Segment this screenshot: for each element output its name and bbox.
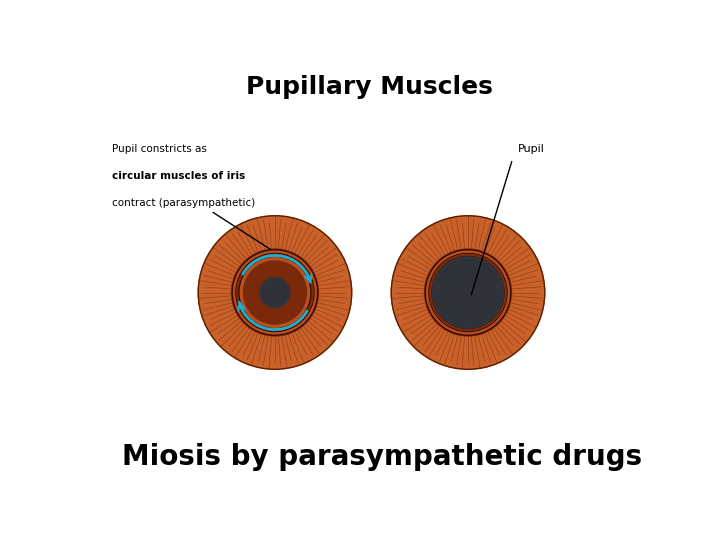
Circle shape [432, 257, 504, 328]
Circle shape [234, 251, 316, 334]
Text: Pupillary Muscles: Pupillary Muscles [246, 75, 492, 99]
Text: Miosis by parasympathetic drugs: Miosis by parasympathetic drugs [122, 443, 642, 471]
Circle shape [260, 278, 289, 307]
Text: Pupil constricts as: Pupil constricts as [112, 144, 207, 154]
Circle shape [198, 216, 351, 369]
Circle shape [391, 216, 545, 369]
Circle shape [432, 257, 504, 328]
Circle shape [430, 254, 506, 330]
Circle shape [232, 249, 318, 336]
Circle shape [260, 278, 289, 307]
Text: Pupil: Pupil [518, 144, 544, 154]
Circle shape [433, 258, 503, 327]
Circle shape [237, 254, 313, 330]
Text: contract (parasympathetic): contract (parasympathetic) [112, 198, 255, 208]
Circle shape [427, 251, 509, 334]
Circle shape [240, 258, 310, 327]
Circle shape [243, 261, 307, 324]
Text: circular muscles of iris: circular muscles of iris [112, 171, 245, 181]
Circle shape [425, 249, 511, 336]
Circle shape [436, 261, 500, 324]
